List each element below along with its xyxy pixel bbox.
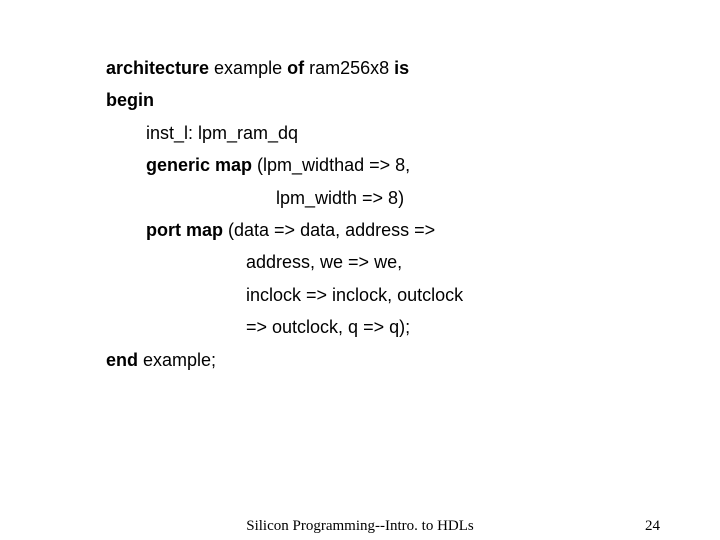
keyword-of: of <box>287 58 304 78</box>
code-text: ram256x8 <box>304 58 394 78</box>
code-line-2: begin <box>106 84 463 116</box>
code-text: lpm_width => 8) <box>276 188 404 208</box>
code-text: inst_l: lpm_ram_dq <box>146 123 298 143</box>
keyword-architecture: architecture <box>106 58 209 78</box>
keyword-end: end <box>106 350 138 370</box>
code-line-5: lpm_width => 8) <box>276 182 463 214</box>
code-text: inclock => inclock, outclock <box>246 285 463 305</box>
code-line-9: => outclock, q => q); <box>246 311 463 343</box>
code-line-3: inst_l: lpm_ram_dq <box>146 117 463 149</box>
code-line-7: address, we => we, <box>246 246 463 278</box>
code-line-4: generic map (lpm_widthad => 8, <box>146 149 463 181</box>
keyword-is: is <box>394 58 409 78</box>
keyword-begin: begin <box>106 90 154 110</box>
code-block: architecture example of ram256x8 is begi… <box>106 52 463 376</box>
code-text: example <box>209 58 287 78</box>
code-line-1: architecture example of ram256x8 is <box>106 52 463 84</box>
code-line-6: port map (data => data, address => <box>146 214 463 246</box>
footer-title: Silicon Programming--Intro. to HDLs <box>246 518 473 535</box>
code-line-10: end example; <box>106 344 463 376</box>
keyword-generic-map: generic map <box>146 155 252 175</box>
code-text: => outclock, q => q); <box>246 317 410 337</box>
code-line-8: inclock => inclock, outclock <box>246 279 463 311</box>
code-text: example; <box>138 350 216 370</box>
code-text: address, we => we, <box>246 252 402 272</box>
code-text: (data => data, address => <box>223 220 435 240</box>
keyword-port-map: port map <box>146 220 223 240</box>
code-text: (lpm_widthad => 8, <box>252 155 410 175</box>
page-number: 24 <box>645 518 660 535</box>
